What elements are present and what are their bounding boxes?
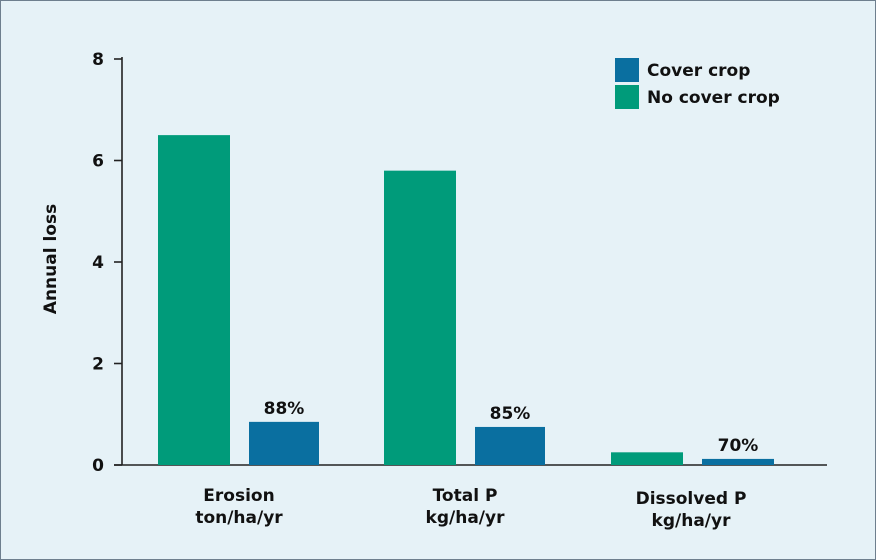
category-label: Erosion [203,486,274,506]
y-tick-label: 0 [92,456,104,476]
data-labels: 88% 85% 70% [264,399,759,456]
bars [158,135,774,465]
legend-label: No cover crop [647,88,780,108]
category-label: Total P [433,486,498,506]
category-unit-label: kg/ha/yr [426,508,506,528]
bar-no-cover-crop [611,452,683,465]
bar-cover-crop [249,421,319,465]
bar-no-cover-crop [384,170,456,465]
legend-label: Cover crop [647,61,750,81]
bar-cover-crop [475,426,545,465]
y-tick-label: 4 [92,253,104,273]
legend-swatch [615,58,639,82]
bar-data-label: 70% [718,436,759,456]
y-ticks: 0 2 4 6 8 [92,50,122,476]
bar-data-label: 88% [264,399,305,419]
category-unit-label: kg/ha/yr [652,511,732,531]
bar-data-label: 85% [490,404,531,424]
y-tick-label: 2 [92,355,104,375]
legend-swatch [615,85,639,109]
y-tick-label: 8 [92,50,104,70]
category-label: Dissolved P [636,489,747,509]
bar-no-cover-crop [158,135,230,465]
bar-cover-crop [702,458,774,465]
legend: Cover crop No cover crop [615,58,780,109]
y-axis-label: Annual loss [41,204,61,314]
y-tick-label: 6 [92,152,104,172]
category-unit-label: ton/ha/yr [195,508,283,528]
